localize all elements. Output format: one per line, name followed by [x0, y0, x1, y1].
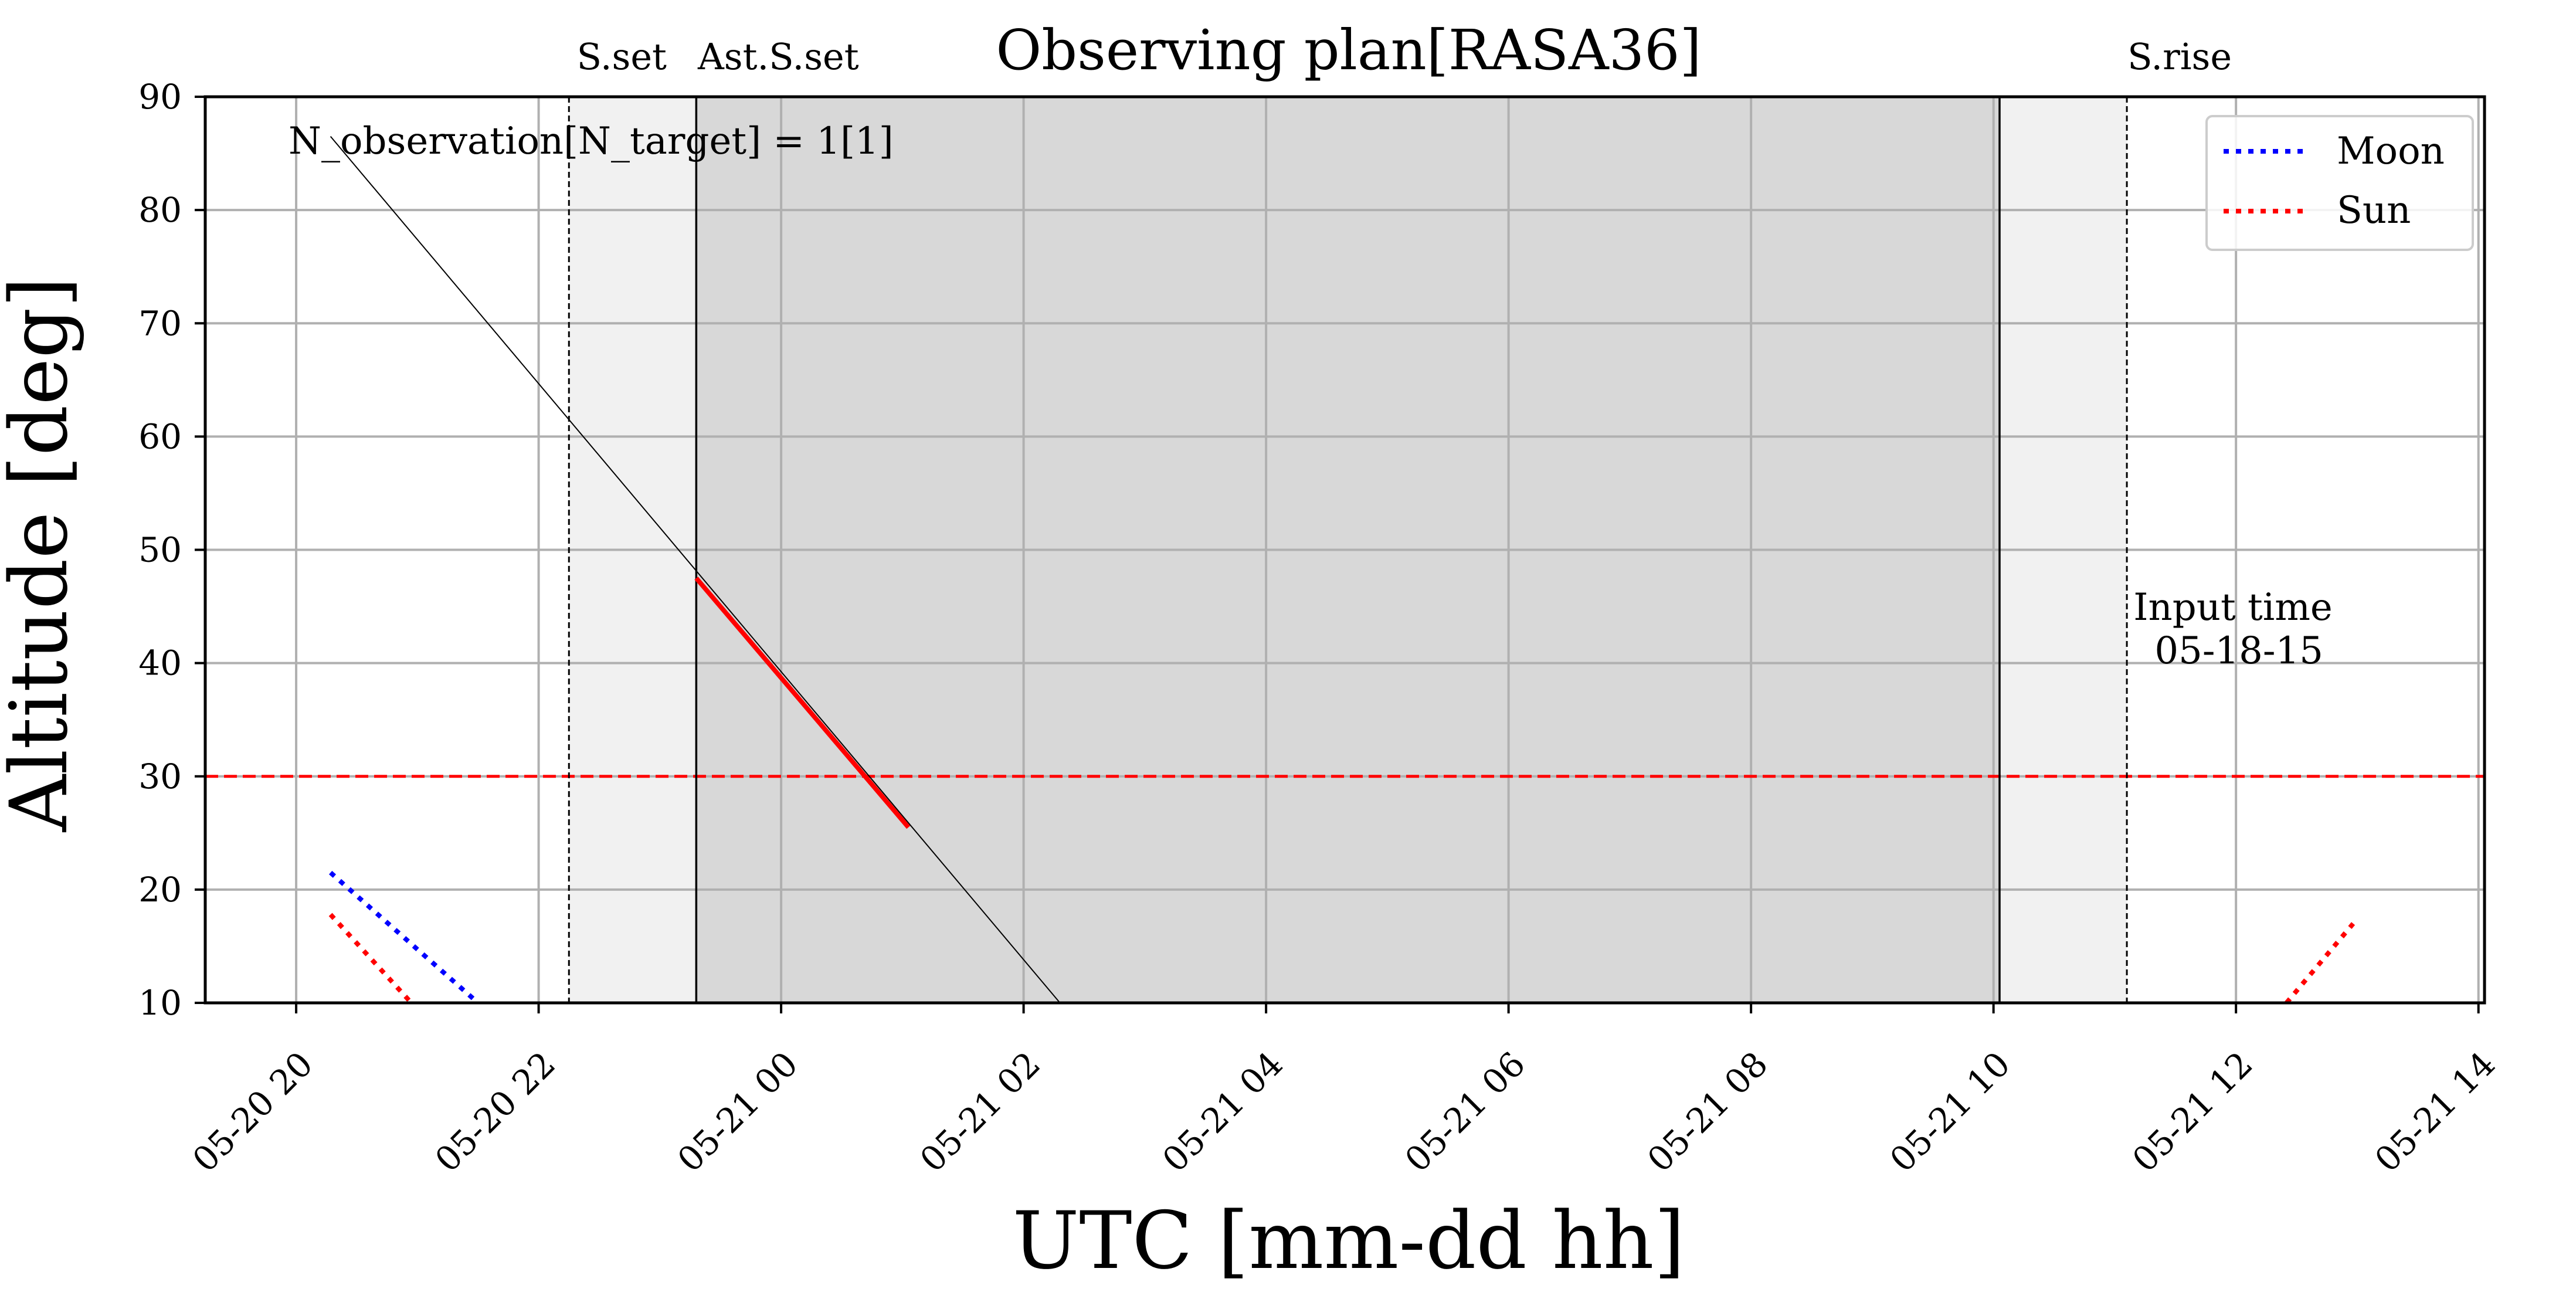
y-tick-label-7: 80 [138, 190, 182, 230]
chart-title: Observing plan[RASA36] [996, 18, 1701, 83]
y-tick-label-3: 40 [138, 643, 182, 683]
x-tick-label-7: 05-21 10 [1882, 1044, 2018, 1180]
sun-rise-altitude-line [2285, 922, 2356, 1005]
x-tick-label-4: 05-21 04 [1155, 1044, 1291, 1180]
y-axis-label: Altitude [deg] [0, 277, 85, 833]
x-tick-label-6: 05-21 08 [1640, 1044, 1776, 1180]
observation-count-annotation: N_observation[N_target] = 1[1] [289, 120, 894, 163]
twilight-label-0: S.set [577, 35, 667, 78]
y-tick-label-4: 50 [138, 530, 182, 570]
observed-altitude-line [694, 576, 911, 829]
x-tick-label-2: 05-21 00 [670, 1044, 806, 1180]
x-tick-label-9: 05-21 14 [2367, 1044, 2503, 1180]
sun-altitude-line [328, 913, 413, 1005]
target-altitude-line [330, 135, 1061, 1003]
input-time-annotation-line1: Input time [2133, 586, 2333, 629]
x-tick-label-1: 05-20 22 [427, 1044, 564, 1180]
x-tick-label-8: 05-21 12 [2124, 1044, 2261, 1180]
x-tick-label-0: 05-20 20 [185, 1044, 321, 1180]
legend-sun-label: Sun [2337, 189, 2411, 232]
y-tick-label-6: 70 [138, 303, 182, 343]
twilight-label-1: Ast.S.set [697, 35, 859, 78]
legend-moon-label: Moon [2337, 130, 2445, 173]
moon-altitude-line [328, 870, 480, 1005]
input-time-annotation-line2: 05-18-15 [2143, 629, 2323, 673]
x-tick-label-5: 05-21 06 [1397, 1044, 1533, 1180]
x-axis-label: UTC [mm-dd hh] [1013, 1195, 1685, 1287]
y-tick-label-0: 10 [138, 983, 182, 1023]
y-tick-label-8: 90 [138, 77, 182, 117]
x-tick-label-3: 05-21 02 [912, 1044, 1048, 1180]
y-tick-label-1: 20 [138, 870, 182, 910]
legend: Moon Sun [2205, 115, 2474, 251]
y-tick-label-2: 30 [138, 757, 182, 796]
twilight-label-3: S.rise [2127, 35, 2232, 78]
y-tick-label-5: 60 [138, 416, 182, 456]
